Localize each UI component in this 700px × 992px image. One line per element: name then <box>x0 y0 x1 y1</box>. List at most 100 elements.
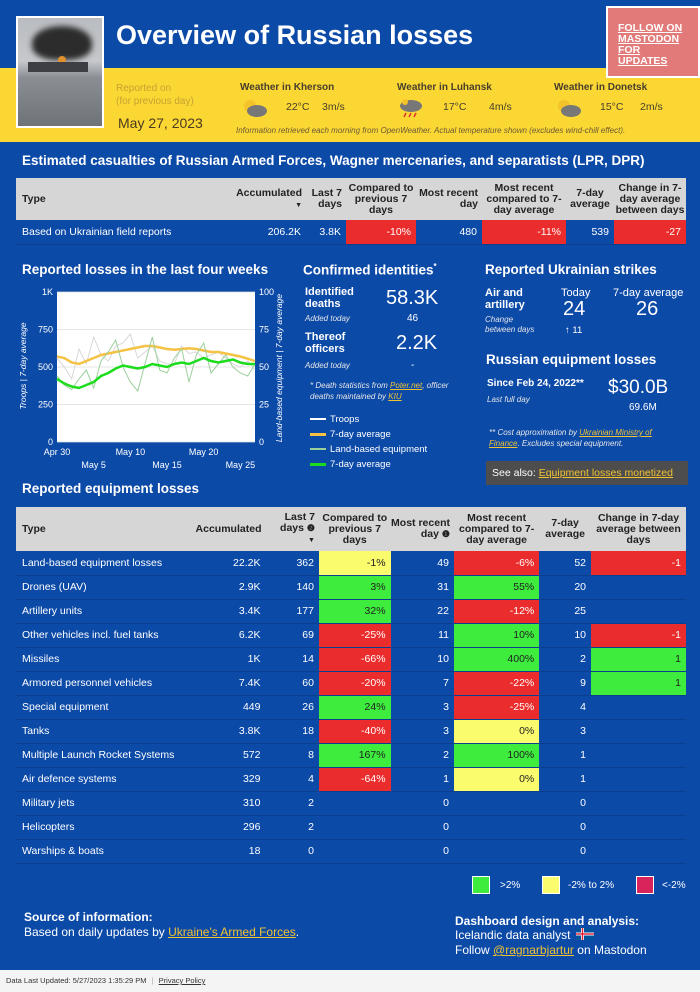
cell-chg <box>591 767 686 792</box>
burning-ship-photo <box>16 16 104 128</box>
cell-rvs: 0% <box>453 719 540 744</box>
cell-rvs <box>453 791 540 816</box>
cell-last7: 2 <box>265 791 319 816</box>
col-accumulated[interactable]: Accumulated <box>195 507 266 551</box>
kiu-link[interactable]: KIU <box>388 392 402 401</box>
mastodon-handle-link[interactable]: @ragnarbjartur <box>493 943 574 957</box>
cell-type: Based on Ukrainian field reports <box>16 220 206 245</box>
cell-cmp <box>318 791 391 816</box>
follow-mastodon-link[interactable]: FOLLOW ON MASTODON FOR UPDATES <box>606 6 700 78</box>
legend-label: 7-day average <box>330 429 391 440</box>
cell-last7: 140 <box>265 575 319 600</box>
casualties-heading: Estimated casualties of Russian Armed Fo… <box>22 153 645 168</box>
x-tick: May 25 <box>226 460 256 470</box>
source-prefix: Based on daily updates by <box>24 925 165 939</box>
note-text: * Death statistics from <box>310 381 388 390</box>
legend-swatch <box>310 432 326 436</box>
cell-rvs: -6% <box>453 551 540 576</box>
armed-forces-link[interactable]: Ukraine's Armed Forces <box>168 925 296 939</box>
cell-recent: 49 <box>390 551 454 576</box>
col-recent-vs-avg[interactable]: Most recent compared to 7-day average <box>453 507 540 551</box>
col-compared[interactable]: Compared to previous 7 days <box>318 507 391 551</box>
credits-line2: Follow @ragnarbjartur on Mastodon <box>455 943 647 957</box>
help-icon[interactable]: ❷ <box>306 523 315 533</box>
today-value: 24 <box>563 298 586 320</box>
col-recent[interactable]: Most recent day ❶ <box>390 507 454 551</box>
weather-note: Information retrieved each morning from … <box>236 126 626 135</box>
page-title: Overview of Russian losses <box>116 20 474 50</box>
cell-avg: 25 <box>539 599 592 624</box>
cell-last7: 8 <box>265 743 319 768</box>
cell-recent: 7 <box>390 671 454 696</box>
today-label: Today <box>561 287 591 299</box>
identities-title: Confirmed identities* <box>303 262 437 278</box>
col-compared[interactable]: Compared to previous 7 days <box>346 178 416 220</box>
col-type[interactable]: Type <box>16 507 196 551</box>
cell-type: Multiple Launch Rocket Systems <box>16 743 196 768</box>
cell-avg: 0 <box>539 791 592 816</box>
equipment-heading: Reported equipment losses <box>22 481 200 496</box>
cell-avg: 0 <box>539 815 592 840</box>
table-row: Drones (UAV) 2.9K 140 3% 31 55% 20 <box>16 575 686 600</box>
y-left-tick: 0 <box>48 437 53 447</box>
y-right-tick: 25 <box>259 400 269 410</box>
identities-note: * Death statistics from Poter.net, offic… <box>310 381 449 401</box>
cell-type: Air defence systems <box>16 767 196 792</box>
equipment-monetized-link[interactable]: Equipment losses monetized <box>538 467 673 479</box>
weather-temp: 22°C <box>286 101 310 113</box>
cell-acc: 18 <box>195 839 266 864</box>
weather-wind: 4m/s <box>489 101 512 113</box>
cell-type: Military jets <box>16 791 196 816</box>
cell-acc: 329 <box>195 767 266 792</box>
last-day-value: 69.6M <box>629 402 657 413</box>
poternet-link[interactable]: Poter.net <box>390 381 423 390</box>
ship-shape <box>28 62 88 72</box>
col-last7[interactable]: Last 7 days <box>306 178 346 220</box>
cell-avg: 0 <box>539 839 592 864</box>
help-icon[interactable]: ❶ <box>441 529 450 539</box>
cell-last7: 362 <box>265 551 319 576</box>
cell-last7: 18 <box>265 719 319 744</box>
cell-rvs: 100% <box>453 743 540 768</box>
weather-donetsk: Weather in Donetsk 15°C 2m/s <box>554 82 694 117</box>
ministry-link[interactable]: Ukrainian Ministry of Finance <box>489 428 652 448</box>
cell-last7: 69 <box>265 623 319 648</box>
footnote-mark: * <box>433 262 437 271</box>
cell-chg: 1 <box>591 671 686 696</box>
losses-line-chart: 0 0 250 25 500 50 750 75 1K 100 Apr 30 May 10 May 20… <box>18 287 284 470</box>
legend-swatch <box>310 448 326 451</box>
col-avg7[interactable]: 7-day average <box>566 178 614 220</box>
col-change[interactable]: Change in 7-day average between days <box>591 507 686 551</box>
x-tick: Apr 30 <box>44 447 71 457</box>
since-label: Since Feb 24, 2022** <box>487 378 584 389</box>
cell-recent: 0 <box>390 839 454 864</box>
col-accumulated[interactable]: Accumulated ▼ <box>206 178 306 220</box>
identities-title-text: Confirmed identities <box>303 262 434 278</box>
col-type[interactable]: Type <box>16 178 206 220</box>
col-recent[interactable]: Most recent day <box>416 178 482 220</box>
legend-label: Troops <box>330 414 360 425</box>
cell-cmp: 32% <box>318 599 391 624</box>
cell-accumulated: 206.2K <box>206 220 306 245</box>
weather-title: Weather in Donetsk <box>554 82 648 93</box>
cell-avg: 52 <box>539 551 592 576</box>
cell-recent: 22 <box>390 599 454 624</box>
col-recent-vs-avg[interactable]: Most recent compared to 7-day average <box>482 178 566 220</box>
series-line-2 <box>56 344 256 366</box>
col-change[interactable]: Change in 7-day average between days <box>614 178 686 220</box>
casualties-table: Type Accumulated ▼ Last 7 days Compared t… <box>16 178 686 245</box>
y-right-tick: 100 <box>259 287 274 297</box>
privacy-policy-link[interactable]: Privacy Policy <box>158 976 206 985</box>
cell-cmp: -1% <box>318 551 391 576</box>
cell-compared: -10% <box>346 220 416 245</box>
weather-title: Weather in Luhansk <box>397 82 492 93</box>
chart-legend-equipment-avg: 7-day average <box>310 459 391 470</box>
sort-desc-icon: ▼ <box>295 201 302 209</box>
sort-desc-icon: ▼ <box>308 537 315 544</box>
table-row: Helicopters 296 2 0 0 <box>16 815 686 840</box>
cell-acc: 1K <box>195 647 266 672</box>
col-avg7[interactable]: 7-day average <box>539 507 592 551</box>
col-last7[interactable]: Last 7 days ❷ ▼ <box>265 507 319 551</box>
cell-avg: 3 <box>539 719 592 744</box>
deaths-added-label: Added today <box>305 314 350 323</box>
